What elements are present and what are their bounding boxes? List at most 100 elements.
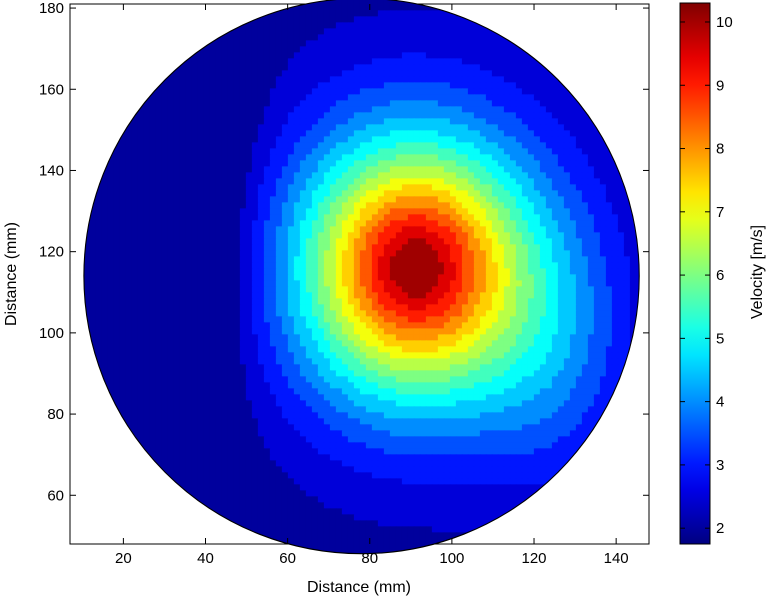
contour-cell <box>203 208 211 215</box>
contour-cell <box>353 322 361 329</box>
contour-cell <box>629 220 637 227</box>
contour-cell <box>167 106 175 113</box>
contour-cell <box>533 100 541 107</box>
contour-cell <box>521 64 529 71</box>
contour-cell <box>605 280 613 287</box>
contour-cell <box>137 214 145 221</box>
contour-cell <box>563 352 571 359</box>
contour-cell <box>491 172 499 179</box>
contour-cell <box>329 322 337 329</box>
contour-cell <box>311 160 319 167</box>
contour-cell <box>485 268 493 275</box>
contour-cell <box>443 268 451 275</box>
contour-cell <box>407 166 415 173</box>
contour-cell <box>233 46 241 53</box>
contour-cell <box>587 316 595 323</box>
contour-cell <box>215 94 223 101</box>
contour-cell <box>161 286 169 293</box>
contour-cell <box>251 214 259 221</box>
contour-cell <box>383 148 391 155</box>
contour-cell <box>395 310 403 317</box>
contour-cell <box>437 142 445 149</box>
contour-cell <box>629 310 637 317</box>
contour-cell <box>269 142 277 149</box>
contour-cell <box>599 178 607 185</box>
contour-cell <box>365 268 373 275</box>
contour-cell <box>293 154 301 161</box>
contour-cell <box>359 304 367 311</box>
contour-cell <box>113 340 121 347</box>
contour-cell <box>479 250 487 257</box>
contour-cell <box>461 178 469 185</box>
contour-cell <box>251 142 259 149</box>
contour-cell <box>203 70 211 77</box>
contour-cell <box>113 166 121 173</box>
contour-cell <box>323 16 331 23</box>
contour-cell <box>125 172 133 179</box>
contour-cell <box>611 328 619 335</box>
contour-cell <box>311 250 319 257</box>
contour-cell <box>335 262 343 269</box>
contour-cell <box>263 112 271 119</box>
contour-cell <box>533 160 541 167</box>
contour-cell <box>395 4 403 11</box>
contour-cell <box>503 118 511 125</box>
contour-cell <box>233 208 241 215</box>
contour-cell <box>485 166 493 173</box>
contour-cell <box>275 178 283 185</box>
contour-cell <box>101 292 109 299</box>
contour-cell <box>221 262 229 269</box>
contour-cell <box>413 214 421 221</box>
contour-cell <box>323 178 331 185</box>
contour-cell <box>203 112 211 119</box>
contour-cell <box>293 136 301 143</box>
contour-cell <box>389 292 397 299</box>
contour-cell <box>569 154 577 161</box>
contour-cell <box>587 190 595 197</box>
contour-cell <box>431 274 439 281</box>
contour-cell <box>167 142 175 149</box>
contour-cell <box>533 250 541 257</box>
contour-cell <box>173 364 181 371</box>
contour-cell <box>149 340 157 347</box>
contour-cell <box>629 298 637 305</box>
contour-cell <box>605 220 613 227</box>
contour-cell <box>203 202 211 209</box>
contour-cell <box>425 184 433 191</box>
contour-cell <box>215 70 223 77</box>
contour-cell <box>419 364 427 371</box>
contour-cell <box>437 358 445 365</box>
contour-cell <box>587 268 595 275</box>
contour-cell <box>197 148 205 155</box>
contour-cell <box>425 4 433 11</box>
contour-cell <box>287 34 295 41</box>
contour-cell <box>311 10 319 17</box>
contour-cell <box>275 322 283 329</box>
contour-cell <box>287 286 295 293</box>
contour-cell <box>401 190 409 197</box>
contour-cell <box>395 316 403 323</box>
contour-cell <box>413 70 421 77</box>
contour-cell <box>299 274 307 281</box>
contour-cell <box>359 160 367 167</box>
contour-cell <box>227 28 235 35</box>
contour-cell <box>473 256 481 263</box>
contour-cell <box>251 166 259 173</box>
contour-cell <box>569 100 577 107</box>
contour-cell <box>503 262 511 269</box>
contour-cell <box>527 76 535 83</box>
contour-cell <box>461 244 469 251</box>
contour-cell <box>269 250 277 257</box>
contour-cell <box>443 316 451 323</box>
contour-cell <box>491 148 499 155</box>
contour-cell <box>371 118 379 125</box>
contour-cell <box>131 328 139 335</box>
contour-cell <box>275 70 283 77</box>
contour-cell <box>371 160 379 167</box>
contour-cell <box>233 82 241 89</box>
contour-cell <box>161 268 169 275</box>
contour-cell <box>497 244 505 251</box>
contour-cell <box>581 166 589 173</box>
contour-cell <box>467 106 475 113</box>
contour-cell <box>227 148 235 155</box>
